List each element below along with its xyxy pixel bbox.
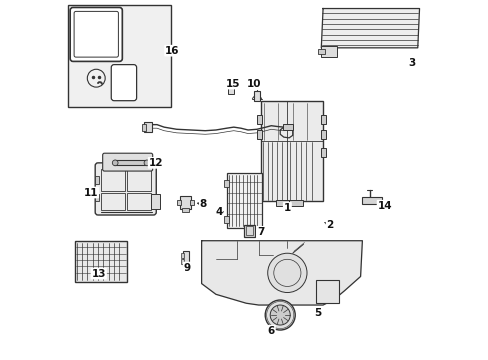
Bar (283, 123, 292, 130)
Bar (101, 193, 125, 210)
Bar (95, 176, 99, 184)
Bar (257, 115, 262, 124)
Bar (320, 115, 325, 124)
Text: 2: 2 (326, 220, 333, 230)
Bar (182, 208, 188, 212)
Bar (362, 197, 381, 203)
Bar (253, 91, 260, 102)
Bar (320, 130, 325, 139)
Text: 11: 11 (83, 188, 98, 198)
FancyBboxPatch shape (95, 163, 156, 215)
Bar (288, 200, 303, 206)
Bar (114, 160, 148, 165)
Bar (317, 49, 324, 54)
Bar (224, 216, 228, 223)
Text: 4: 4 (215, 207, 222, 217)
Bar (181, 259, 183, 264)
Bar (142, 123, 145, 131)
Circle shape (267, 253, 306, 293)
Bar (275, 200, 290, 206)
Bar (176, 200, 181, 205)
Bar (320, 148, 325, 157)
Bar (315, 280, 339, 303)
Wedge shape (97, 81, 102, 84)
Bar (224, 180, 228, 187)
Bar (67, 5, 171, 107)
Bar (190, 200, 194, 205)
Bar (180, 196, 190, 208)
Text: 16: 16 (165, 46, 179, 56)
Text: 14: 14 (377, 201, 391, 211)
Circle shape (112, 160, 118, 166)
Text: 1: 1 (283, 203, 290, 213)
Bar (143, 122, 151, 132)
Text: 13: 13 (91, 269, 106, 279)
Bar (183, 251, 189, 266)
Text: 5: 5 (313, 308, 321, 318)
Bar (321, 46, 337, 57)
Bar (226, 173, 262, 228)
Circle shape (144, 160, 149, 166)
FancyBboxPatch shape (111, 64, 136, 101)
Text: 15: 15 (225, 78, 240, 89)
Text: 12: 12 (148, 158, 163, 168)
Bar (151, 194, 160, 208)
Bar (75, 241, 126, 282)
FancyBboxPatch shape (70, 8, 122, 62)
Text: 7: 7 (256, 227, 264, 237)
Text: 6: 6 (267, 326, 274, 336)
Circle shape (264, 300, 295, 330)
Polygon shape (321, 9, 419, 48)
Bar (228, 87, 233, 94)
Bar (101, 169, 125, 191)
Bar (181, 253, 183, 257)
Bar (126, 169, 151, 191)
Bar (95, 194, 99, 202)
Bar (126, 193, 151, 210)
Polygon shape (201, 241, 362, 305)
Text: 3: 3 (408, 58, 415, 68)
Text: 9: 9 (183, 262, 190, 273)
Circle shape (270, 305, 290, 325)
FancyBboxPatch shape (102, 153, 152, 171)
Bar (244, 225, 254, 237)
Text: 8: 8 (200, 199, 206, 209)
Bar (260, 102, 323, 202)
Bar (257, 130, 262, 139)
Bar (245, 226, 252, 235)
Text: 10: 10 (247, 79, 261, 89)
